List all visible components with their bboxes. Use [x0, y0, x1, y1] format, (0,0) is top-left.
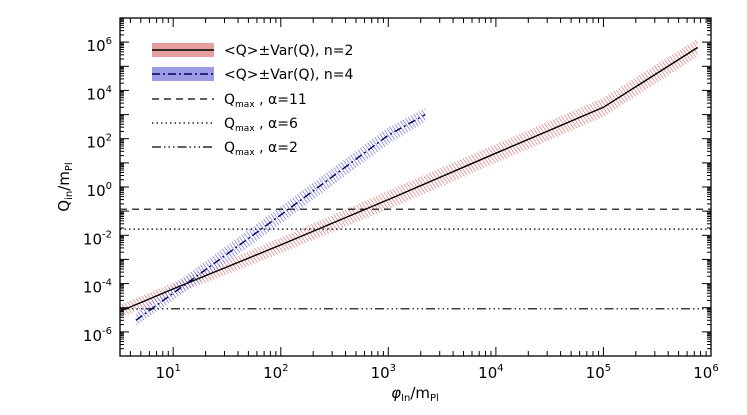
y-tick-label-3: 100 — [87, 181, 112, 200]
y-tick-label-5: 104 — [87, 84, 112, 103]
y-tick-label-4: 102 — [87, 133, 112, 152]
y-tick-label-0: 10-6 — [83, 326, 112, 345]
x-tick-label-4: 105 — [586, 363, 611, 382]
y-tick-label-2: 10-2 — [83, 229, 112, 248]
y-tick-label-1: 10-4 — [83, 278, 112, 297]
line-layer — [120, 46, 711, 321]
x-axis-label: φIn/mPl — [391, 384, 439, 404]
x-tick-label-3: 104 — [478, 363, 503, 382]
x-tick-label-0: 101 — [155, 363, 180, 382]
legend-label-n2: <Q>±Var(Q), n=2 — [224, 43, 353, 59]
legend-entry-n4: <Q>±Var(Q), n=4 — [152, 67, 353, 83]
legend-label-alpha2: Qmax , α=2 — [224, 140, 298, 158]
legend-label-alpha6: Qmax , α=6 — [224, 116, 298, 134]
x-tick-label-1: 102 — [263, 363, 288, 382]
y-axis-label: Qin/mPl — [55, 162, 75, 211]
line-series-1 — [135, 113, 426, 321]
band-series-1 — [135, 108, 426, 326]
legend-entry-alpha11: Qmax , α=11 — [152, 92, 307, 110]
legend-label-alpha11: Qmax , α=11 — [224, 92, 307, 110]
band-series-0 — [121, 38, 698, 318]
tick-label-layer: 101 102 103 104 105 106 10-6 10-4 10-2 100 102 104 1… — [83, 36, 719, 382]
x-tick-label-2: 103 — [371, 363, 396, 382]
legend-entry-alpha2: Qmax , α=2 — [152, 140, 298, 158]
y-tick-label-6: 106 — [87, 36, 112, 55]
legend-label-n4: <Q>±Var(Q), n=4 — [224, 67, 353, 83]
line-series-0 — [121, 46, 698, 312]
x-tick-label-5: 106 — [693, 363, 718, 382]
legend-entry-alpha6: Qmax , α=6 — [152, 116, 298, 134]
band-layer — [121, 38, 698, 326]
legend-entry-n2: <Q>±Var(Q), n=2 — [152, 43, 353, 59]
legend-swatch-band-n4 — [152, 67, 214, 81]
tick-layer — [120, 17, 712, 357]
legend: <Q>±Var(Q), n=2 <Q>±Var(Q), n=4 Qmax , α… — [152, 43, 353, 158]
